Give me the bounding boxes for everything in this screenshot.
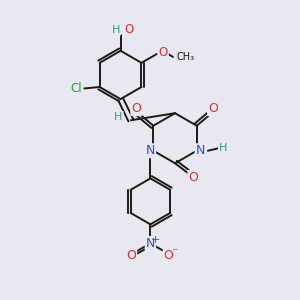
Text: +: + bbox=[151, 235, 160, 245]
Text: N: N bbox=[146, 144, 155, 157]
Text: ⁻: ⁻ bbox=[171, 247, 178, 260]
Text: N: N bbox=[196, 144, 205, 157]
Text: O: O bbox=[125, 23, 134, 36]
Text: O: O bbox=[208, 102, 218, 115]
Text: O: O bbox=[164, 249, 174, 262]
Text: H: H bbox=[219, 143, 227, 153]
Text: O: O bbox=[159, 46, 168, 59]
Text: H: H bbox=[112, 25, 120, 34]
Text: CH₃: CH₃ bbox=[176, 52, 195, 62]
Text: H: H bbox=[114, 112, 123, 122]
Text: O: O bbox=[188, 171, 198, 184]
Text: N: N bbox=[146, 237, 155, 250]
Text: Cl: Cl bbox=[70, 82, 82, 95]
Text: O: O bbox=[126, 249, 136, 262]
Text: O: O bbox=[131, 102, 141, 115]
